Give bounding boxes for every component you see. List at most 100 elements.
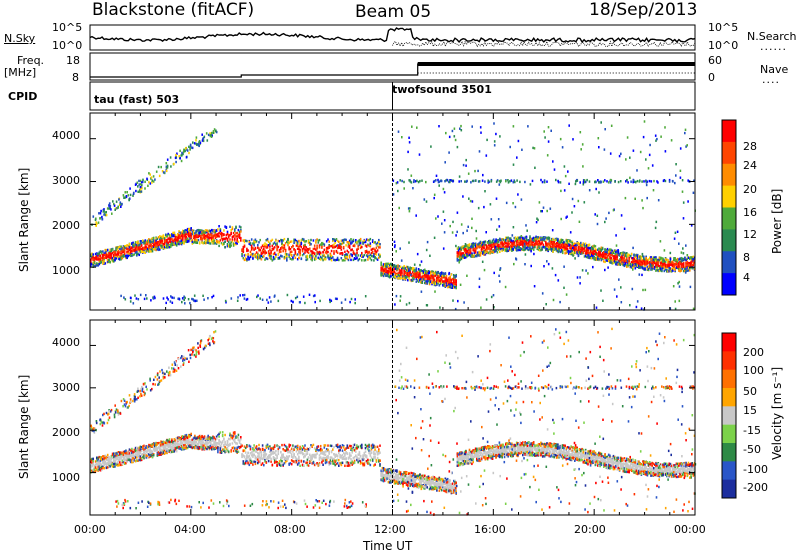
power-cell: [165, 244, 167, 248]
power-cell: [151, 240, 154, 243]
power-cell: [659, 269, 662, 272]
power-cell: [405, 265, 408, 269]
power-cell: [106, 255, 109, 258]
power-cell: [134, 183, 137, 186]
power-cell: [186, 149, 189, 152]
power-cell: [386, 274, 388, 277]
power-cell: [570, 247, 572, 250]
power-cell: [480, 249, 483, 252]
power-cell: [226, 239, 229, 242]
power-cell: [529, 245, 531, 248]
power-cell: [201, 133, 203, 136]
power-cell: [552, 243, 554, 246]
power-cell: [645, 260, 647, 263]
power-cell: [212, 238, 214, 242]
power-cell: [413, 263, 416, 266]
power-cell: [565, 245, 568, 248]
power-cell: [290, 258, 293, 261]
power-cell: [493, 306, 495, 309]
power-cell: [430, 278, 432, 282]
power-cell: [577, 248, 580, 251]
power-cell: [298, 250, 300, 254]
power-cell: [96, 262, 98, 265]
power-cell: [643, 257, 645, 260]
power-cell: [394, 272, 397, 276]
power-cell: [491, 239, 494, 242]
power-cell: [327, 246, 329, 249]
power-cell: [442, 210, 445, 213]
power-cell: [689, 257, 691, 260]
power-cell: [197, 235, 200, 239]
power-cell: [454, 286, 456, 289]
power-cell: [426, 275, 428, 279]
power-cell: [142, 239, 144, 242]
power-cell: [574, 243, 576, 247]
power-cell: [334, 241, 336, 244]
power-cell: [669, 257, 672, 260]
power-cell: [535, 235, 537, 238]
power-cell: [689, 261, 691, 265]
power-cell: [584, 249, 587, 252]
power-cell: [532, 244, 535, 248]
power-cell: [174, 235, 177, 239]
power-cell: [434, 290, 436, 293]
power-cell: [115, 253, 117, 256]
power-cell: [494, 244, 496, 247]
power-cell: [172, 231, 174, 235]
power-cell: [263, 247, 265, 251]
power-cell: [342, 238, 345, 242]
power-cell: [497, 218, 500, 221]
power-cell: [428, 276, 431, 279]
power-cell: [103, 253, 105, 257]
power-cell: [192, 232, 195, 236]
power-cell: [340, 242, 343, 246]
power-cell: [487, 251, 490, 255]
power-cell: [482, 252, 484, 255]
power-cell: [586, 252, 588, 255]
power-cell: [427, 277, 430, 280]
power-cell: [564, 243, 566, 246]
power-cell: [140, 247, 143, 251]
power-cell: [387, 271, 390, 275]
power-cell: [529, 235, 531, 238]
power-cell: [348, 244, 351, 247]
power-cell: [156, 248, 159, 251]
power-cell: [318, 257, 321, 260]
power-cell: [207, 241, 209, 244]
power-cell: [450, 283, 453, 286]
power-cell: [514, 237, 517, 240]
power-cell: [632, 261, 634, 264]
power-cell: [411, 274, 414, 278]
power-cell: [382, 265, 385, 268]
power-cell: [152, 237, 155, 240]
power-cell: [498, 179, 501, 183]
power-cell: [192, 235, 195, 239]
power-cell: [408, 136, 410, 139]
power-cell: [186, 227, 189, 231]
power-cell: [126, 247, 128, 250]
power-cell: [194, 240, 196, 244]
power-cell: [582, 247, 585, 250]
power-cell: [180, 238, 183, 241]
power-cell: [489, 250, 491, 254]
power-cell: [642, 267, 644, 270]
power-cell: [525, 224, 527, 227]
power-cell: [417, 278, 420, 281]
power-cell: [633, 265, 635, 268]
power-cell: [571, 211, 573, 214]
power-cell: [394, 244, 396, 247]
power-cell: [546, 260, 548, 263]
power-cell: [362, 242, 364, 245]
power-cell: [335, 258, 338, 262]
power-cell: [689, 264, 691, 267]
power-cell: [650, 256, 652, 259]
power-cell: [640, 307, 643, 310]
power-cell: [131, 254, 133, 257]
power-cell: [171, 242, 173, 245]
power-cell: [685, 262, 687, 265]
power-cell: [450, 286, 453, 289]
power-cell: [645, 257, 647, 260]
power-cell: [623, 260, 626, 264]
power-cell: [168, 233, 171, 237]
power-cell: [136, 244, 138, 247]
